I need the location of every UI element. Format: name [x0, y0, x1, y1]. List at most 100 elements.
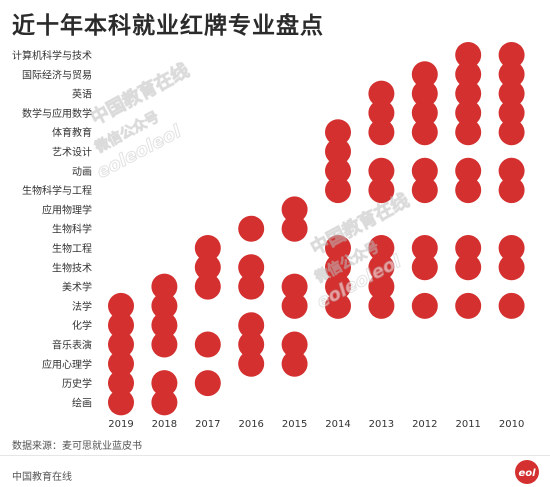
red-card-marker	[368, 119, 395, 146]
y-tick-label: 历史学	[62, 377, 92, 390]
red-card-marker	[151, 273, 178, 300]
red-card-marker	[238, 254, 265, 281]
red-card-marker	[151, 312, 178, 339]
red-card-marker	[498, 61, 525, 88]
red-card-marker	[498, 177, 525, 204]
red-card-marker	[325, 177, 351, 204]
y-tick-label: 生物技术	[52, 261, 92, 274]
chart-title: 近十年本科就业红牌专业盘点	[12, 13, 324, 39]
red-card-marker	[411, 61, 438, 88]
red-card-marker	[281, 331, 308, 358]
red-card-marker	[498, 254, 525, 281]
red-card-marker	[108, 370, 134, 397]
red-card-marker	[411, 292, 438, 319]
x-tick-label: 2016	[238, 419, 263, 430]
red-card-marker	[281, 273, 308, 300]
red-card-marker	[455, 157, 482, 184]
marker-layer	[108, 42, 525, 416]
red-card-marker	[151, 292, 178, 319]
y-tick-label: 英语	[72, 88, 92, 101]
x-tick-label: 2018	[152, 419, 177, 430]
red-card-marker	[455, 254, 482, 281]
red-card-marker	[368, 235, 395, 261]
red-card-marker	[498, 99, 525, 126]
red-card-marker	[238, 350, 265, 377]
y-tick-label: 法学	[72, 300, 92, 313]
red-card-marker	[498, 292, 525, 319]
x-tick-label: 2017	[195, 419, 220, 430]
y-tick-label: 体育教育	[52, 126, 92, 139]
y-tick-label: 应用物理学	[42, 203, 92, 216]
red-card-marker	[325, 157, 351, 184]
x-axis-labels: 2019 2018 2017 2016 2015 2014 2013 2012 2011 2010	[108, 419, 524, 430]
red-card-marker	[281, 196, 308, 223]
red-card-marker	[108, 389, 134, 416]
red-card-marker	[194, 273, 221, 300]
footer-divider	[0, 455, 550, 456]
y-tick-label: 生物工程	[52, 242, 92, 255]
red-card-marker	[455, 42, 482, 68]
red-card-marker	[151, 370, 178, 397]
red-card-marker	[498, 235, 525, 261]
red-card-marker	[368, 273, 395, 300]
red-card-marker	[455, 292, 482, 319]
red-card-marker	[411, 177, 438, 204]
red-card-marker	[194, 370, 221, 397]
red-card-marker	[194, 254, 221, 281]
red-card-marker	[151, 389, 178, 416]
red-card-marker	[411, 99, 438, 126]
red-card-marker	[151, 331, 178, 358]
chart-svg: 中国教育在线 微信公众号 eoleoleol 中国教育在线 微信公众号 eole…	[12, 42, 525, 430]
red-card-marker	[108, 350, 134, 377]
red-card-marker	[108, 331, 134, 358]
x-tick-label: 2013	[369, 419, 394, 430]
logo-text: eol	[518, 468, 536, 479]
red-card-marker	[455, 99, 482, 126]
red-card-marker	[411, 119, 438, 146]
y-tick-label: 数学与应用数学	[22, 107, 92, 120]
red-card-marker	[325, 254, 351, 281]
y-tick-label: 动画	[72, 166, 92, 178]
y-tick-label: 应用心理学	[42, 358, 92, 371]
red-card-marker	[281, 350, 308, 377]
x-tick-label: 2019	[108, 419, 133, 430]
red-card-marker	[325, 235, 351, 261]
red-card-marker	[368, 177, 395, 204]
y-tick-label: 生物科学与工程	[22, 184, 92, 197]
red-card-marker	[281, 215, 308, 242]
red-card-marker	[325, 273, 351, 300]
data-source-note: 数据来源：麦可思就业蓝皮书	[12, 441, 142, 452]
y-tick-label: 音乐表演	[52, 339, 92, 352]
red-card-marker	[325, 292, 351, 319]
red-card-marker	[455, 177, 482, 204]
red-card-marker	[455, 119, 482, 146]
y-axis-labels: 计算机科学与技术国际经济与贸易英语数学与应用数学体育教育艺术设计动画生物科学与工…	[12, 49, 92, 409]
y-tick-label: 美术学	[62, 281, 92, 294]
red-card-marker	[108, 312, 134, 339]
red-card-marker	[281, 292, 308, 319]
y-tick-label: 国际经济与贸易	[22, 68, 92, 81]
red-card-marker	[498, 119, 525, 146]
y-tick-label: 艺术设计	[52, 146, 92, 159]
red-card-marker	[238, 331, 265, 358]
red-card-marker	[368, 80, 395, 107]
red-card-marker	[455, 61, 482, 88]
red-card-marker	[368, 99, 395, 126]
eol-logo-icon: eol	[515, 460, 539, 484]
red-card-marker	[368, 292, 395, 319]
y-tick-label: 绘画	[72, 396, 92, 409]
x-tick-label: 2012	[412, 419, 437, 430]
publisher-name: 中国教育在线	[12, 472, 72, 483]
red-card-marker	[325, 119, 351, 146]
red-card-marker	[498, 80, 525, 107]
y-tick-label: 生物科学	[52, 223, 92, 236]
x-tick-label: 2010	[499, 419, 524, 430]
red-card-marker	[238, 215, 265, 242]
red-card-marker	[498, 42, 525, 68]
red-card-marker	[411, 254, 438, 281]
red-card-marker	[238, 312, 265, 339]
x-tick-label: 2014	[325, 419, 350, 430]
red-card-marker	[368, 254, 395, 281]
red-card-marker	[325, 138, 351, 165]
red-card-marker	[108, 292, 134, 319]
